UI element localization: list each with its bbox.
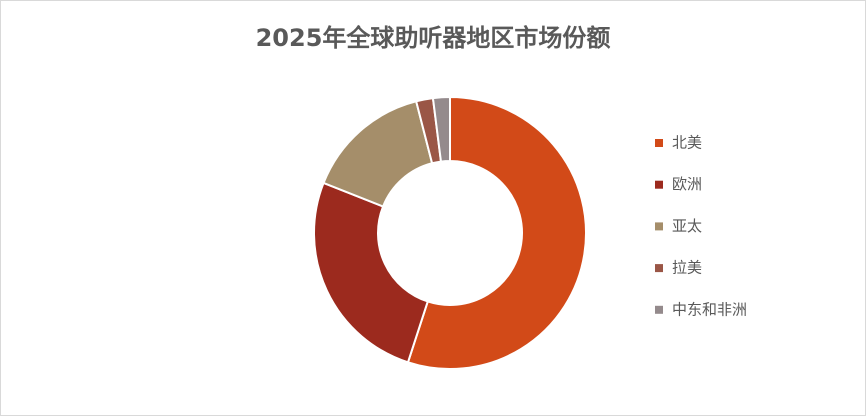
legend-label: 亚太 xyxy=(672,217,702,235)
legend-label: 拉美 xyxy=(672,259,702,277)
legend-swatch xyxy=(655,139,663,147)
legend-swatch xyxy=(655,305,663,314)
donut-segment xyxy=(406,95,587,370)
legend-swatch xyxy=(655,264,663,273)
legend-label: 北美 xyxy=(672,134,702,152)
chart-title: 2025年全球助听器地区市场份额 xyxy=(256,24,611,52)
legend-swatch xyxy=(655,180,663,189)
donut-segment xyxy=(313,181,430,364)
legend-label: 中东和非洲 xyxy=(672,300,747,318)
donut-segment xyxy=(431,95,451,163)
legend-label: 欧洲 xyxy=(672,175,702,193)
legend-swatch xyxy=(655,222,663,231)
